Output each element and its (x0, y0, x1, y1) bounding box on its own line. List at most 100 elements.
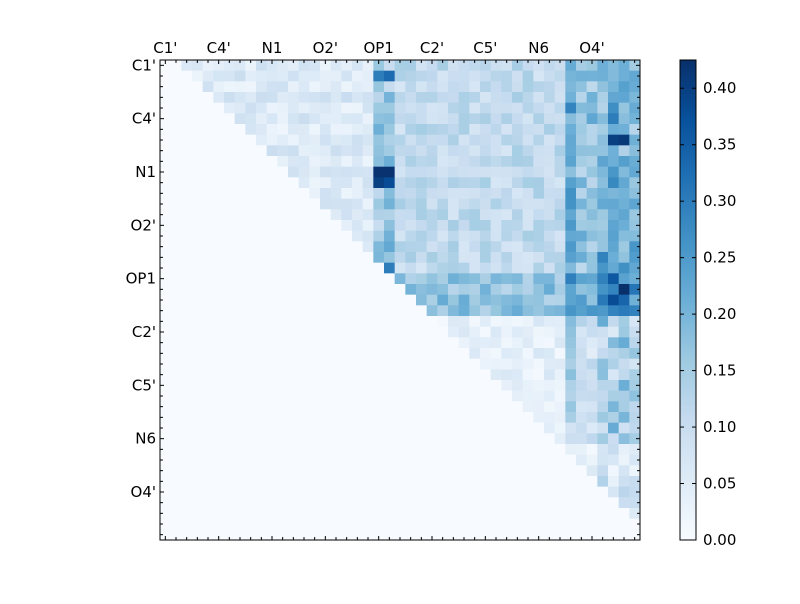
heatmap-cell (437, 81, 449, 93)
heatmap-cell (266, 188, 278, 200)
heatmap-cell (586, 177, 598, 189)
heatmap-cell (288, 92, 300, 104)
heatmap-cell (448, 166, 460, 178)
heatmap-cell (234, 294, 246, 306)
heatmap-cell (522, 145, 534, 157)
heatmap-cell (192, 433, 204, 445)
heatmap-cell (416, 113, 428, 125)
heatmap-cell (373, 70, 385, 82)
heatmap-cell (224, 145, 236, 157)
heatmap-cell (533, 305, 545, 317)
heatmap-cell (224, 198, 236, 210)
heatmap-cell (597, 102, 609, 114)
heatmap-cell (576, 326, 588, 338)
heatmap-cell (202, 390, 214, 402)
heatmap-cell (160, 220, 172, 232)
heatmap-cell (277, 412, 289, 424)
heatmap-cell (256, 465, 268, 477)
heatmap-cell (490, 497, 502, 509)
heatmap-cell (256, 92, 268, 104)
heatmap-cell (629, 102, 641, 114)
heatmap-cell (597, 444, 609, 456)
heatmap-cell (426, 220, 438, 232)
heatmap-cell (213, 188, 225, 200)
heatmap-cell (373, 230, 385, 242)
heatmap-cell (362, 145, 374, 157)
heatmap-cell (554, 401, 566, 413)
heatmap-cell (501, 326, 513, 338)
heatmap-cell (426, 476, 438, 488)
heatmap-cell (469, 209, 481, 221)
heatmap-cell (277, 486, 289, 498)
heatmap-cell (362, 454, 374, 466)
heatmap-cell (565, 198, 577, 210)
heatmap-cell (341, 113, 353, 125)
heatmap-cell (373, 518, 385, 530)
heatmap-cell (181, 326, 193, 338)
heatmap-cell (160, 113, 172, 125)
heatmap-cell (437, 326, 449, 338)
heatmap-cell (234, 326, 246, 338)
heatmap-cell (565, 188, 577, 200)
heatmap-cell (458, 337, 470, 349)
heatmap-cell (341, 380, 353, 392)
heatmap-cell (426, 358, 438, 370)
heatmap-cell (170, 209, 182, 221)
heatmap-cell (234, 177, 246, 189)
heatmap-cell (341, 422, 353, 434)
heatmap-cell (565, 326, 577, 338)
heatmap-cell (394, 92, 406, 104)
heatmap-cell (341, 337, 353, 349)
heatmap-cell (298, 166, 310, 178)
heatmap-cell (202, 102, 214, 114)
heatmap-cell (170, 145, 182, 157)
heatmap-cell (298, 92, 310, 104)
heatmap-cell (618, 220, 630, 232)
heatmap-cell (277, 465, 289, 477)
heatmap-cell (469, 486, 481, 498)
heatmap-cell (554, 220, 566, 232)
heatmap-cell (266, 134, 278, 146)
heatmap-cell (362, 209, 374, 221)
heatmap-cell (405, 70, 417, 82)
heatmap-cell (565, 433, 577, 445)
heatmap-cell (309, 529, 321, 541)
heatmap-cell (469, 241, 481, 253)
heatmap-cell (213, 369, 225, 381)
heatmap-cell (320, 273, 332, 285)
heatmap-cell (384, 134, 396, 146)
heatmap-cell (288, 529, 300, 541)
heatmap-cell (426, 508, 438, 520)
heatmap-cell (522, 294, 534, 306)
heatmap-cell (202, 412, 214, 424)
heatmap-cell (202, 369, 214, 381)
heatmap-cell (437, 262, 449, 274)
heatmap-cell (309, 412, 321, 424)
heatmap-cell (266, 113, 278, 125)
heatmap-cell (362, 166, 374, 178)
heatmap-cell (320, 102, 332, 114)
heatmap-cell (394, 134, 406, 146)
heatmap-cell (437, 273, 449, 285)
heatmap-cell (469, 508, 481, 520)
heatmap-cell (181, 305, 193, 317)
heatmap-cell (224, 401, 236, 413)
heatmap-cell (277, 60, 289, 72)
heatmap-cell (565, 166, 577, 178)
heatmap-cell (362, 241, 374, 253)
heatmap-cell (320, 92, 332, 104)
heatmap-cell (618, 70, 630, 82)
heatmap-cell (170, 369, 182, 381)
heatmap-cell (384, 156, 396, 168)
heatmap-cell (501, 412, 513, 424)
heatmap-cell (597, 294, 609, 306)
heatmap-cell (288, 444, 300, 456)
heatmap-cell (512, 529, 524, 541)
heatmap-cell (565, 284, 577, 296)
heatmap-cell (202, 60, 214, 72)
heatmap-cell (416, 401, 428, 413)
heatmap-cell (330, 60, 342, 72)
heatmap-cell (618, 348, 630, 360)
heatmap-cell (373, 380, 385, 392)
heatmap-cell (597, 60, 609, 72)
